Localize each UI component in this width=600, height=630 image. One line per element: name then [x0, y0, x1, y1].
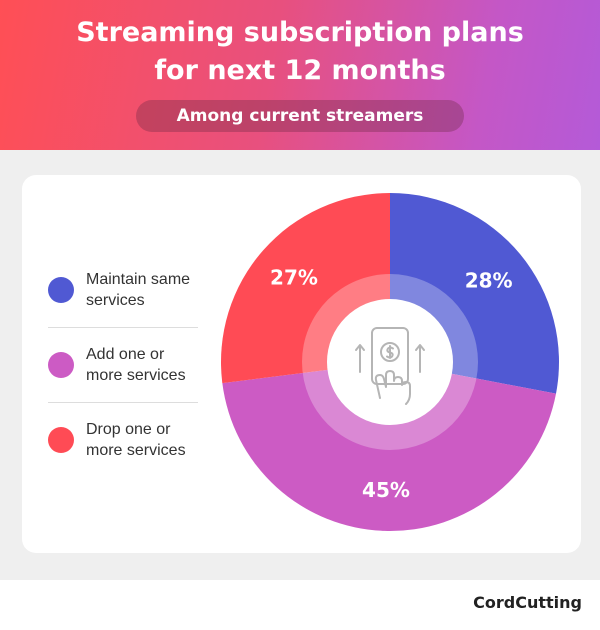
phone-dollar-hand-icon [355, 327, 425, 405]
legend-item-drop: Drop one or more services [48, 402, 198, 477]
legend-item-maintain: Maintain same services [48, 253, 198, 327]
subtitle-pill: Among current streamers [136, 100, 464, 132]
legend-label-add-line1: Add one or [86, 346, 165, 363]
legend: Maintain same services Add one or more s… [48, 253, 198, 477]
donut-data-labels: 28% 45% 27% [270, 265, 513, 502]
chart-title: Streaming subscription plans for next 12… [0, 14, 600, 90]
legend-dot-drop [48, 427, 74, 453]
brand-logo: CordCutting [473, 593, 582, 612]
legend-label-add: Add one or more services [86, 344, 186, 386]
legend-label-drop-line1: Drop one or [86, 421, 171, 438]
legend-label-drop-line2: more services [86, 442, 186, 459]
legend-dot-add [48, 352, 74, 378]
legend-label-maintain-line1: Maintain same [86, 271, 191, 288]
legend-label-maintain: Maintain same services [86, 269, 190, 311]
legend-label-drop: Drop one or more services [86, 419, 186, 461]
data-label-add: 45% [362, 478, 410, 502]
legend-label-add-line2: more services [86, 367, 186, 384]
legend-item-add: Add one or more services [48, 327, 198, 402]
legend-dot-maintain [48, 277, 74, 303]
title-line-1: Streaming subscription plans [76, 17, 524, 48]
header-banner: Streaming subscription plans for next 12… [0, 0, 600, 150]
legend-label-maintain-line2: services [86, 292, 145, 309]
data-label-drop: 27% [270, 265, 318, 289]
title-line-2: for next 12 months [154, 55, 446, 86]
slice-add [222, 362, 557, 531]
data-label-maintain: 28% [465, 268, 513, 292]
